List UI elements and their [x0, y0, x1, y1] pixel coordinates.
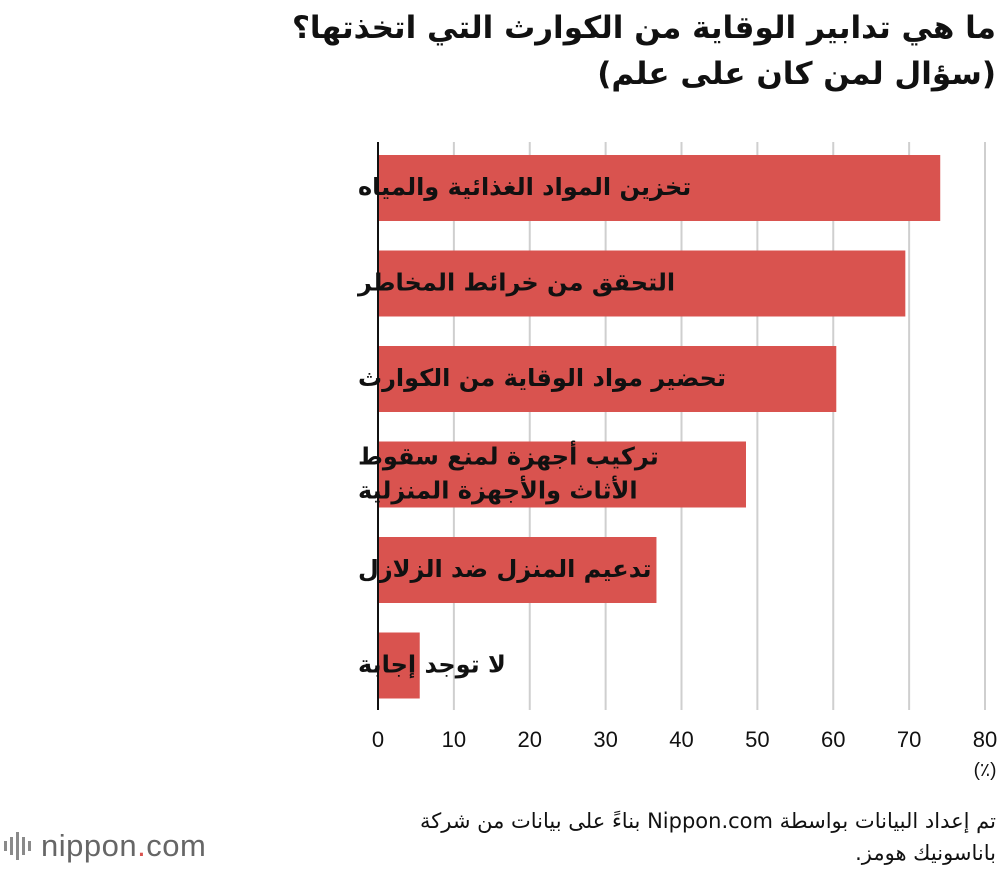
source-note-line2: باناسونيك هومز. — [855, 841, 996, 865]
logo-wordmark: nippon.com — [41, 828, 206, 864]
x-tick-label: 20 — [518, 727, 542, 752]
source-note: تم إعداد البيانات بواسطة Nippon.com بناء… — [356, 805, 996, 869]
category-label: تحضير مواد الوقاية من الكوارث — [358, 364, 726, 392]
x-tick-label: 80 — [973, 727, 997, 752]
x-tick-label: 40 — [669, 727, 693, 752]
bar — [378, 441, 746, 508]
x-tick-label: 0 — [372, 727, 384, 752]
category-label: تخزين المواد الغذائية والمياه — [358, 173, 691, 201]
x-tick-label: 50 — [745, 727, 769, 752]
category-label: تدعيم المنزل ضد الزلازل — [358, 555, 652, 583]
bar — [378, 632, 420, 699]
nippon-logo: nippon.com — [4, 828, 206, 864]
logo-bars-icon — [4, 832, 31, 860]
logo-suffix: com — [146, 828, 207, 863]
chart-title-line1: ما هي تدابير الوقاية من الكوارث التي اتخ… — [291, 10, 996, 46]
logo-dot: . — [137, 828, 147, 863]
source-note-line1: تم إعداد البيانات بواسطة Nippon.com بناء… — [419, 809, 996, 833]
x-tick-label: 30 — [593, 727, 617, 752]
category-label: تركيب أجهزة لمنع سقوط — [358, 441, 659, 471]
bar — [378, 346, 837, 412]
category-label: الأثاث والأجهزة المنزلية — [358, 476, 638, 505]
bar-chart: 0 10 20 30 40 50 60 70 80 (٪) تخزين المواد الغذائي… — [357, 142, 997, 780]
logo-name: nippon — [41, 828, 138, 863]
bar — [378, 537, 657, 603]
category-label: لا توجد إجابة — [358, 651, 506, 679]
chart-title-line2: (سؤال لمن كان على علم) — [597, 56, 996, 92]
bar — [378, 155, 941, 221]
x-tick-label: 70 — [897, 727, 921, 752]
bar — [378, 250, 906, 317]
x-tick-label: 60 — [821, 727, 845, 752]
category-label: التحقق من خرائط المخاطر — [357, 269, 675, 297]
x-unit-label: (٪) — [974, 760, 997, 780]
x-tick-label: 10 — [442, 727, 466, 752]
